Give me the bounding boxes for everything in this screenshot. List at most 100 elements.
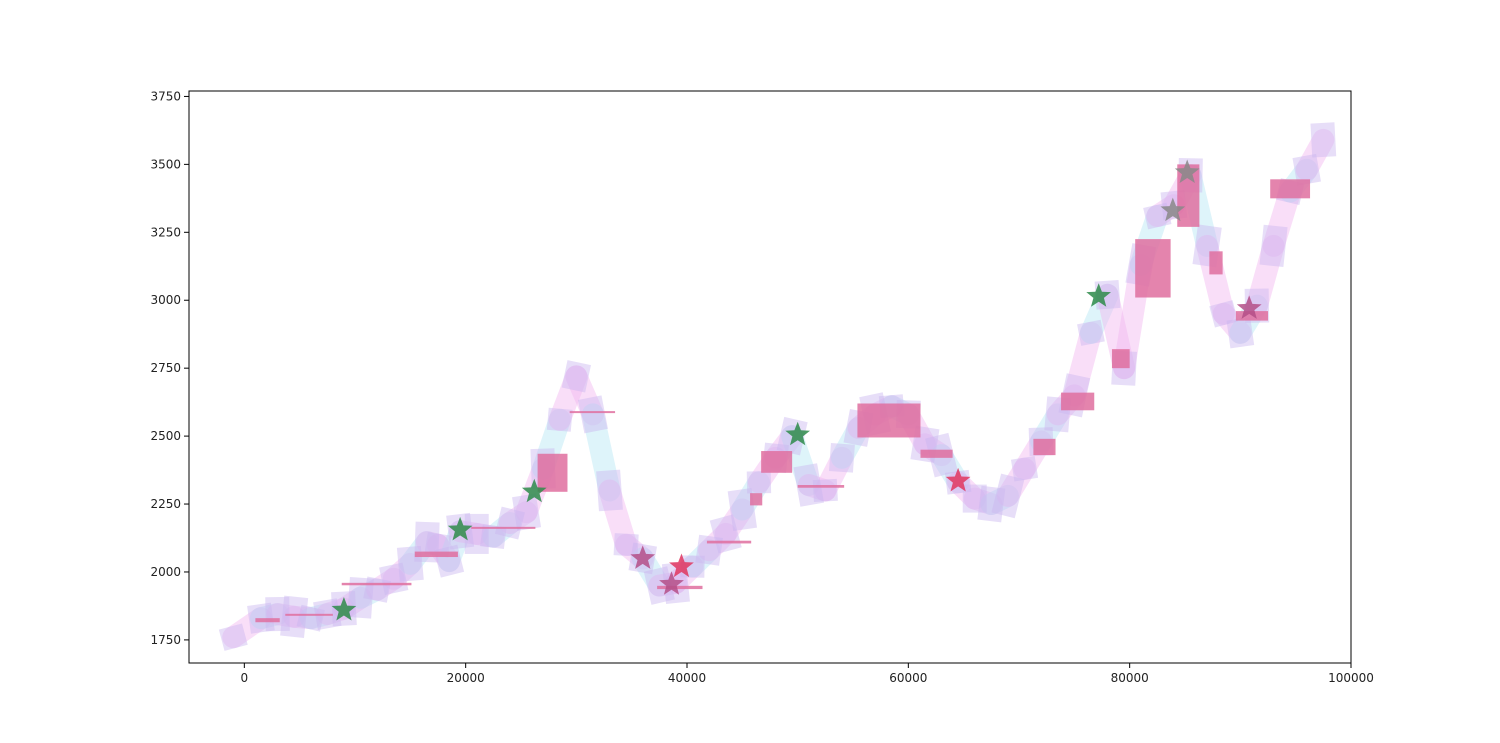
y-axis: 1750 2000 2250 2500 2750 3000 3250 3500 3750	[150, 89, 189, 647]
range-bar	[657, 585, 703, 590]
star-marker	[1174, 159, 1200, 183]
data-point	[828, 443, 855, 473]
trail-segment	[382, 552, 422, 590]
data-point	[643, 566, 675, 605]
star-marker	[521, 478, 547, 503]
trail-segment	[963, 487, 1003, 516]
range-bar	[1033, 438, 1056, 456]
data-point	[480, 524, 507, 550]
star-marker	[1236, 295, 1262, 319]
data-point	[546, 407, 573, 432]
range-bar	[414, 551, 458, 558]
range-bar	[1270, 179, 1311, 199]
trail-segment	[498, 501, 538, 535]
trail-segment	[681, 539, 721, 578]
data-point	[746, 471, 772, 494]
star-marker	[630, 545, 656, 569]
trail-segment	[1295, 128, 1335, 181]
box-layer	[218, 122, 1337, 651]
trail-segment	[980, 484, 1019, 516]
x-tick-label: 0	[241, 671, 249, 685]
data-point	[347, 576, 374, 619]
y-tick-label: 2250	[150, 497, 181, 511]
trail-segment	[249, 603, 289, 630]
star-marker	[785, 421, 810, 446]
x-tick-label: 20000	[447, 671, 485, 685]
trail-segment	[1245, 234, 1285, 317]
trail-segment	[714, 498, 754, 545]
data-point	[709, 514, 742, 554]
x-tick-label: 100000	[1328, 671, 1374, 685]
data-point	[596, 469, 623, 512]
data-point	[494, 506, 525, 540]
range-bar	[285, 613, 333, 616]
star-marker	[447, 516, 473, 541]
data-point	[577, 395, 608, 434]
data-point	[991, 473, 1025, 519]
range-bar	[706, 540, 752, 544]
trail-segment	[349, 578, 389, 609]
y-tick-label: 2000	[150, 565, 181, 579]
range-bar	[761, 451, 793, 473]
data-point	[727, 487, 757, 531]
trail-segment	[415, 531, 449, 556]
x-axis: 0 20000 40000 60000 80000 100000	[241, 663, 1374, 685]
data-point	[812, 478, 838, 503]
range-bar	[1111, 349, 1130, 369]
star-marker	[1086, 283, 1111, 307]
data-point	[977, 485, 1006, 523]
range-bar	[1209, 251, 1223, 275]
trail-segment	[565, 365, 604, 426]
trail-segment	[781, 425, 820, 497]
trail-segment	[996, 457, 1036, 507]
x-tick-label: 60000	[889, 671, 927, 685]
y-tick-label: 3000	[150, 293, 181, 307]
data-point	[296, 604, 325, 632]
data-point	[1292, 153, 1321, 186]
star-marker	[945, 467, 971, 492]
data-point	[512, 493, 542, 531]
x-tick-label: 40000	[668, 671, 706, 685]
y-tick-label: 3750	[150, 89, 181, 103]
data-point	[613, 533, 639, 557]
range-bar	[857, 403, 921, 438]
trail-segment	[1212, 302, 1252, 344]
x-tick-label: 80000	[1111, 671, 1149, 685]
trail-segment	[465, 522, 505, 548]
data-point	[1010, 455, 1039, 482]
plot-frame	[188, 90, 1352, 664]
trail-segment	[1262, 180, 1302, 257]
y-tick-label: 3500	[150, 157, 181, 171]
data-point	[218, 623, 248, 651]
range-bar	[1135, 239, 1171, 298]
trail-segment	[830, 416, 870, 469]
star-layer	[331, 159, 1262, 621]
data-point	[464, 513, 489, 554]
range-bar	[1235, 311, 1268, 321]
data-point	[280, 595, 309, 638]
y-tick-label: 1750	[150, 633, 181, 647]
data-point	[1259, 224, 1288, 268]
range-bar	[255, 618, 280, 623]
range-bar	[1061, 392, 1095, 411]
trail-segment	[482, 512, 521, 548]
star-marker	[669, 553, 694, 578]
data-point	[1077, 319, 1105, 346]
y-tick-label: 3250	[150, 225, 181, 239]
trail-segment	[598, 479, 638, 556]
trail-segment	[548, 365, 588, 431]
data-point	[379, 562, 409, 595]
data-point	[424, 532, 452, 558]
range-bar	[920, 449, 953, 458]
star-marker	[1160, 197, 1186, 222]
star-marker	[331, 597, 357, 621]
trail-segment	[1063, 321, 1102, 407]
trail-segment	[581, 403, 621, 502]
y-tick-label: 2500	[150, 429, 181, 443]
data-point	[1226, 317, 1255, 349]
range-bar	[537, 453, 568, 492]
range-bar	[569, 411, 616, 414]
data-point	[265, 596, 290, 632]
